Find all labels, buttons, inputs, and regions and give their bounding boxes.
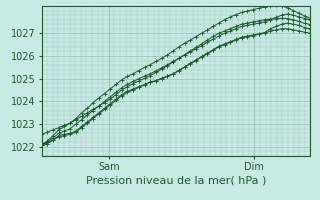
- X-axis label: Pression niveau de la mer( hPa ): Pression niveau de la mer( hPa ): [86, 176, 266, 186]
